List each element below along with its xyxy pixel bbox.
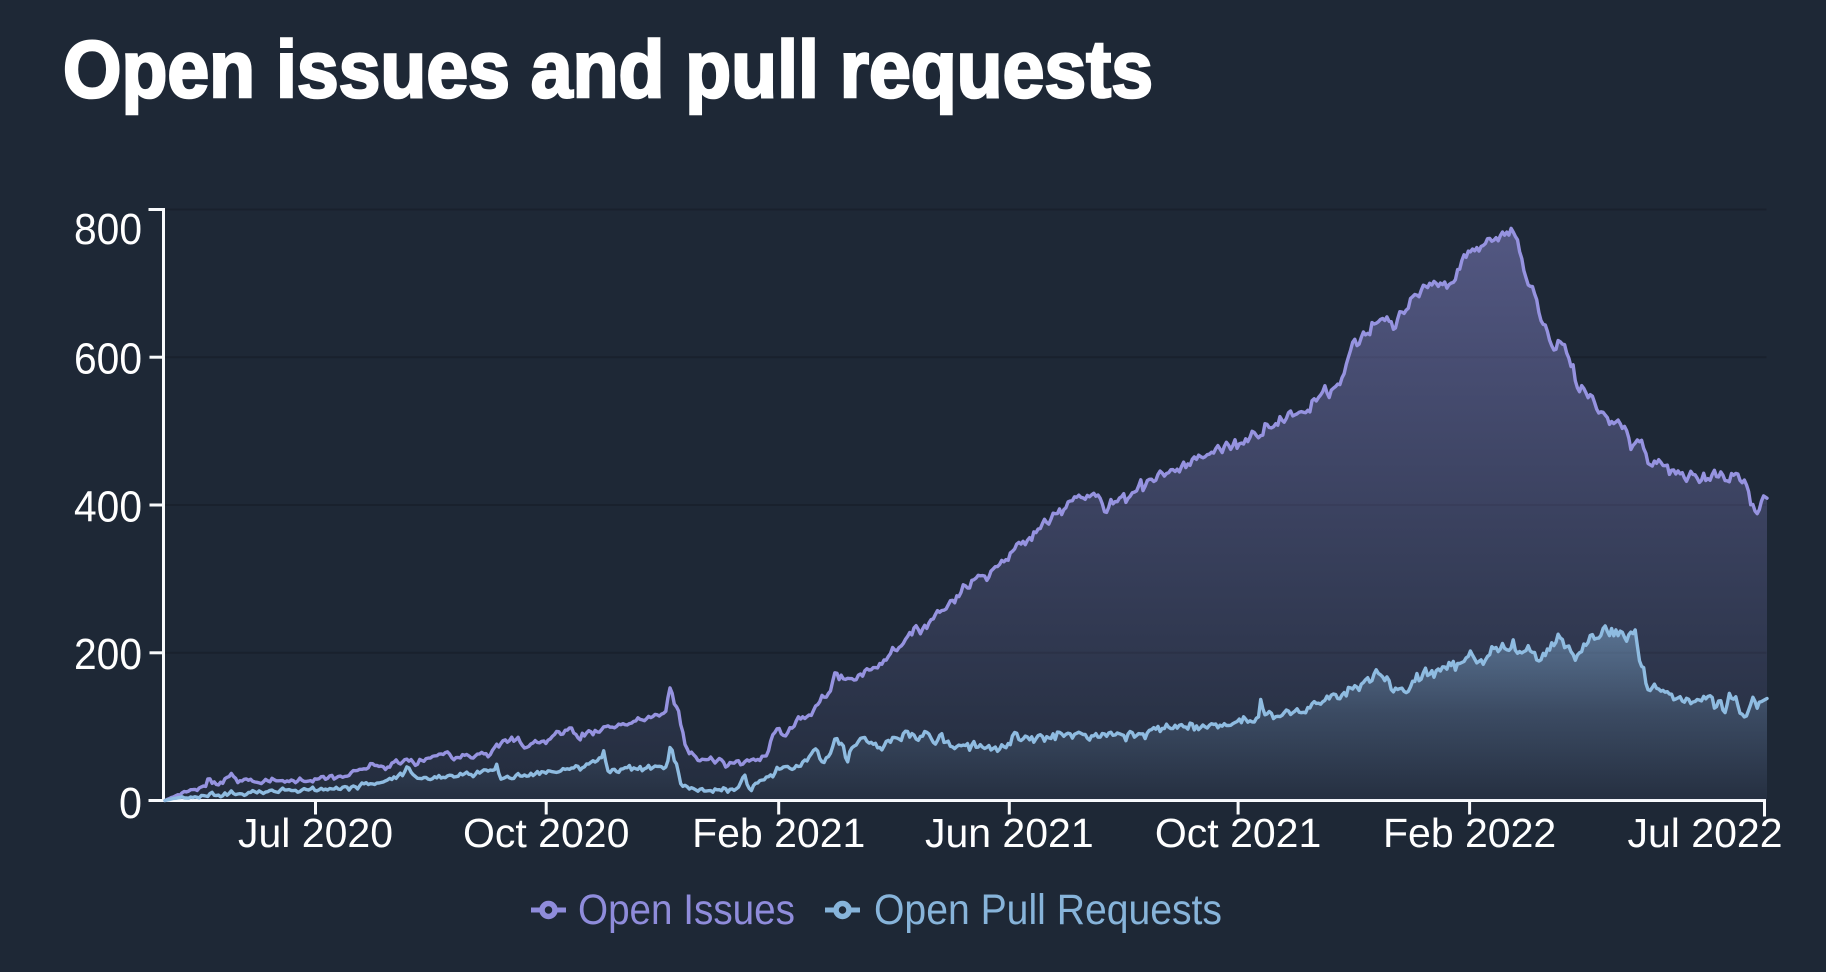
svg-text:400: 400 (74, 482, 142, 531)
svg-text:Open issues and pull requests: Open issues and pull requests (63, 25, 1153, 115)
svg-text:Oct 2020: Oct 2020 (463, 810, 629, 856)
svg-text:Oct 2021: Oct 2021 (1155, 810, 1321, 856)
svg-text:800: 800 (74, 205, 142, 254)
svg-text:Jun 2021: Jun 2021 (925, 810, 1094, 856)
svg-text:Jul 2020: Jul 2020 (238, 810, 393, 856)
svg-text:Feb 2022: Feb 2022 (1383, 810, 1556, 856)
svg-text:Open Issues: Open Issues (578, 886, 795, 934)
svg-text:200: 200 (74, 630, 142, 679)
svg-text:600: 600 (74, 335, 142, 384)
svg-text:Open Pull Requests: Open Pull Requests (874, 886, 1222, 934)
svg-text:Jul 2022: Jul 2022 (1627, 810, 1782, 856)
svg-text:0: 0 (119, 779, 142, 828)
svg-text:Feb 2021: Feb 2021 (692, 810, 865, 856)
